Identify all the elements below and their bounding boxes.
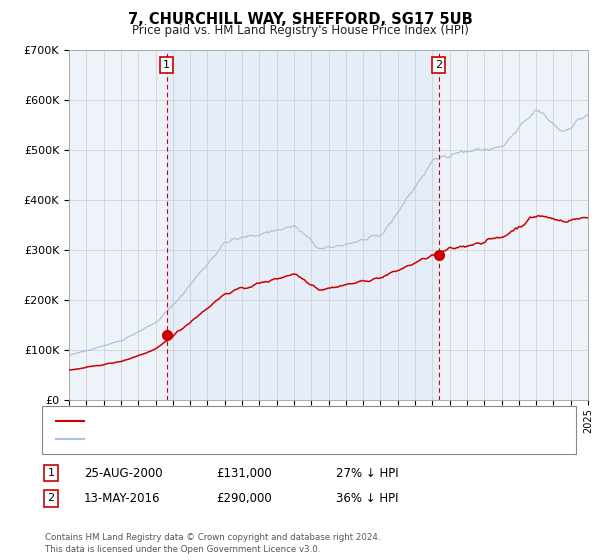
Text: 25-AUG-2000: 25-AUG-2000: [84, 466, 163, 480]
Text: £131,000: £131,000: [216, 466, 272, 480]
Text: 1: 1: [163, 60, 170, 70]
Text: 2: 2: [435, 60, 442, 70]
Text: 7, CHURCHILL WAY, SHEFFORD, SG17 5UB (detached house): 7, CHURCHILL WAY, SHEFFORD, SG17 5UB (de…: [90, 416, 404, 426]
Text: HPI: Average price, detached house, Central Bedfordshire: HPI: Average price, detached house, Cent…: [90, 434, 391, 444]
Text: £290,000: £290,000: [216, 492, 272, 505]
Text: 1: 1: [47, 468, 55, 478]
Text: 27% ↓ HPI: 27% ↓ HPI: [336, 466, 398, 480]
Text: Contains HM Land Registry data © Crown copyright and database right 2024.
This d: Contains HM Land Registry data © Crown c…: [45, 533, 380, 554]
Text: 7, CHURCHILL WAY, SHEFFORD, SG17 5UB: 7, CHURCHILL WAY, SHEFFORD, SG17 5UB: [128, 12, 472, 27]
Text: 13-MAY-2016: 13-MAY-2016: [84, 492, 161, 505]
Bar: [167, 50, 439, 400]
Text: Price paid vs. HM Land Registry's House Price Index (HPI): Price paid vs. HM Land Registry's House …: [131, 24, 469, 36]
Text: 2: 2: [47, 493, 55, 503]
Text: 36% ↓ HPI: 36% ↓ HPI: [336, 492, 398, 505]
